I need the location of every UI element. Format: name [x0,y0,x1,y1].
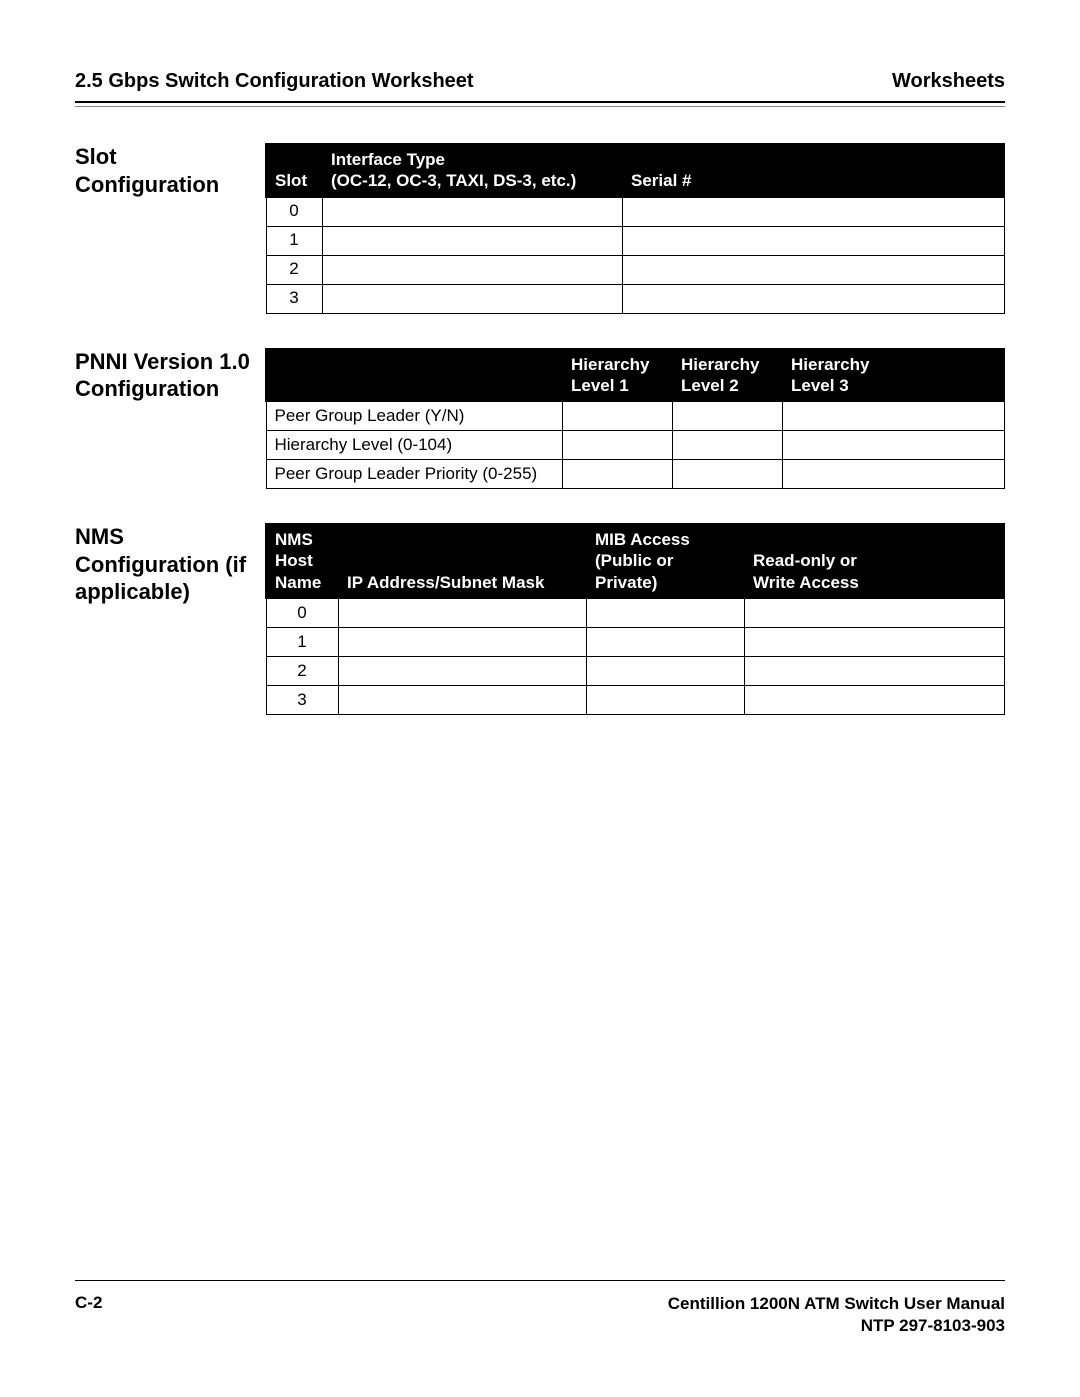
cell: 3 [266,284,322,313]
table-row: 3 [266,284,1004,313]
col-header-label: Interface Type(OC-12, OC-3, TAXI, DS-3, … [331,150,576,190]
table-row: 3 [266,685,1004,714]
footer-manual-title: Centillion 1200N ATM Switch User Manual [668,1293,1005,1315]
section-slot-label: Slot Configuration [75,143,265,198]
section-pnni-label: PNNI Version 1.0 Configuration [75,348,265,403]
cell [622,284,1004,313]
page-footer: C-2 Centillion 1200N ATM Switch User Man… [75,1280,1005,1337]
cell [338,656,586,685]
cell: 0 [266,197,322,227]
table-row: Peer Group Leader Priority (0-255) [266,460,1004,489]
col-header-label: MIB Access(Public orPrivate) [595,530,690,592]
col-header-label: Serial # [631,171,692,190]
cell [782,401,1004,431]
col-header-label: NMSHostName [275,530,321,592]
table-row: Hierarchy Level (0-104) [266,431,1004,460]
table-row: 1 [266,627,1004,656]
cell [338,598,586,628]
table-row: 2 [266,656,1004,685]
cell [782,431,1004,460]
page: 2.5 Gbps Switch Configuration Worksheet … [0,0,1080,1397]
cell [562,431,672,460]
cell: Hierarchy Level (0-104) [266,431,562,460]
col-header-label: IP Address/Subnet Mask [347,573,544,592]
cell: 2 [266,656,338,685]
cell: 1 [266,226,322,255]
col-header-label: HierarchyLevel 1 [571,355,649,395]
col-header: HierarchyLevel 1 [562,349,672,402]
cell [672,431,782,460]
table-header-row: Slot Interface Type(OC-12, OC-3, TAXI, D… [266,144,1004,197]
cell: 2 [266,255,322,284]
cell: 0 [266,598,338,628]
section-pnni-body: HierarchyLevel 1 HierarchyLevel 2 Hierar… [265,348,1005,490]
col-header: Interface Type(OC-12, OC-3, TAXI, DS-3, … [322,144,622,197]
col-header: IP Address/Subnet Mask [338,524,586,598]
cell [672,401,782,431]
footer-page-number: C-2 [75,1293,102,1337]
cell [782,460,1004,489]
cell: Peer Group Leader (Y/N) [266,401,562,431]
cell: Peer Group Leader Priority (0-255) [266,460,562,489]
table-row: 0 [266,197,1004,227]
cell [562,460,672,489]
header-right: Worksheets [892,70,1005,93]
table-header-row: NMSHostName IP Address/Subnet Mask MIB A… [266,524,1004,598]
section-nms-body: NMSHostName IP Address/Subnet Mask MIB A… [265,523,1005,715]
col-header-label: Read-only orWrite Access [753,551,859,591]
cell [586,598,744,628]
page-header: 2.5 Gbps Switch Configuration Worksheet … [75,70,1005,99]
col-header: HierarchyLevel 2 [672,349,782,402]
footer-right: Centillion 1200N ATM Switch User Manual … [668,1293,1005,1337]
table-row: Peer Group Leader (Y/N) [266,401,1004,431]
cell [586,627,744,656]
cell [744,627,1004,656]
pnni-table: HierarchyLevel 1 HierarchyLevel 2 Hierar… [265,348,1005,490]
col-header: Slot [266,144,322,197]
cell [744,656,1004,685]
col-header: MIB Access(Public orPrivate) [586,524,744,598]
cell [672,460,782,489]
table-row: 2 [266,255,1004,284]
cell [562,401,672,431]
cell [586,656,744,685]
cell [322,197,622,227]
header-rule [75,101,1005,107]
slot-table: Slot Interface Type(OC-12, OC-3, TAXI, D… [265,143,1005,314]
cell: 1 [266,627,338,656]
cell [586,685,744,714]
section-pnni: PNNI Version 1.0 Configuration Hierarchy… [75,348,1005,490]
section-slot: Slot Configuration Slot Interface Type(O… [75,143,1005,314]
col-header-label: HierarchyLevel 3 [791,355,869,395]
cell [622,226,1004,255]
footer-row: C-2 Centillion 1200N ATM Switch User Man… [75,1293,1005,1337]
cell: 3 [266,685,338,714]
header-left: 2.5 Gbps Switch Configuration Worksheet [75,70,474,93]
section-nms-label: NMS Configuration (if applicable) [75,523,265,606]
col-header-label: Slot [275,171,307,190]
footer-rule [75,1280,1005,1281]
cell [322,226,622,255]
section-slot-body: Slot Interface Type(OC-12, OC-3, TAXI, D… [265,143,1005,314]
cell [322,255,622,284]
col-header-label: HierarchyLevel 2 [681,355,759,395]
cell [744,685,1004,714]
col-header: HierarchyLevel 3 [782,349,1004,402]
cell [744,598,1004,628]
cell [338,627,586,656]
table-row: 0 [266,598,1004,628]
table-row: 1 [266,226,1004,255]
table-header-row: HierarchyLevel 1 HierarchyLevel 2 Hierar… [266,349,1004,402]
cell [322,284,622,313]
col-header: NMSHostName [266,524,338,598]
cell [622,255,1004,284]
col-header: Serial # [622,144,1004,197]
section-nms: NMS Configuration (if applicable) NMSHos… [75,523,1005,715]
cell [622,197,1004,227]
footer-doc-number: NTP 297-8103-903 [668,1315,1005,1337]
cell [338,685,586,714]
col-header: Read-only orWrite Access [744,524,1004,598]
nms-table: NMSHostName IP Address/Subnet Mask MIB A… [265,523,1005,715]
col-header [266,349,562,402]
